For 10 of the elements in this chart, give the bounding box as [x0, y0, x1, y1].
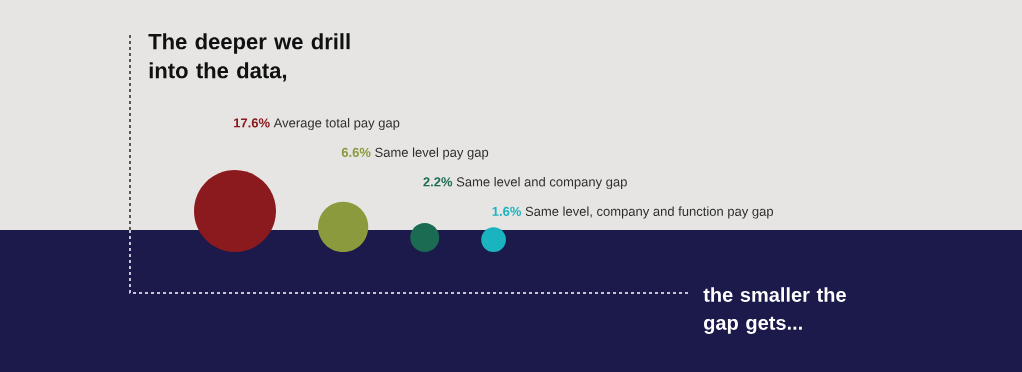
- category-label: Average total pay gap: [273, 117, 400, 131]
- text: the smaller the gap gets...: [703, 287, 846, 334]
- category-label: Same level and company gap: [456, 176, 627, 190]
- data-label: 17.6%: [234, 118, 270, 128]
- data-label: 6.6%: [341, 147, 371, 157]
- data-label: 2.2%: [423, 177, 453, 187]
- data-label: 1.6%: [492, 206, 522, 216]
- category-label: Same level pay gap: [375, 147, 489, 160]
- category-label: Same level, company and function pay gap: [525, 206, 774, 219]
- text: The deeper we drill into the data,: [148, 33, 350, 82]
